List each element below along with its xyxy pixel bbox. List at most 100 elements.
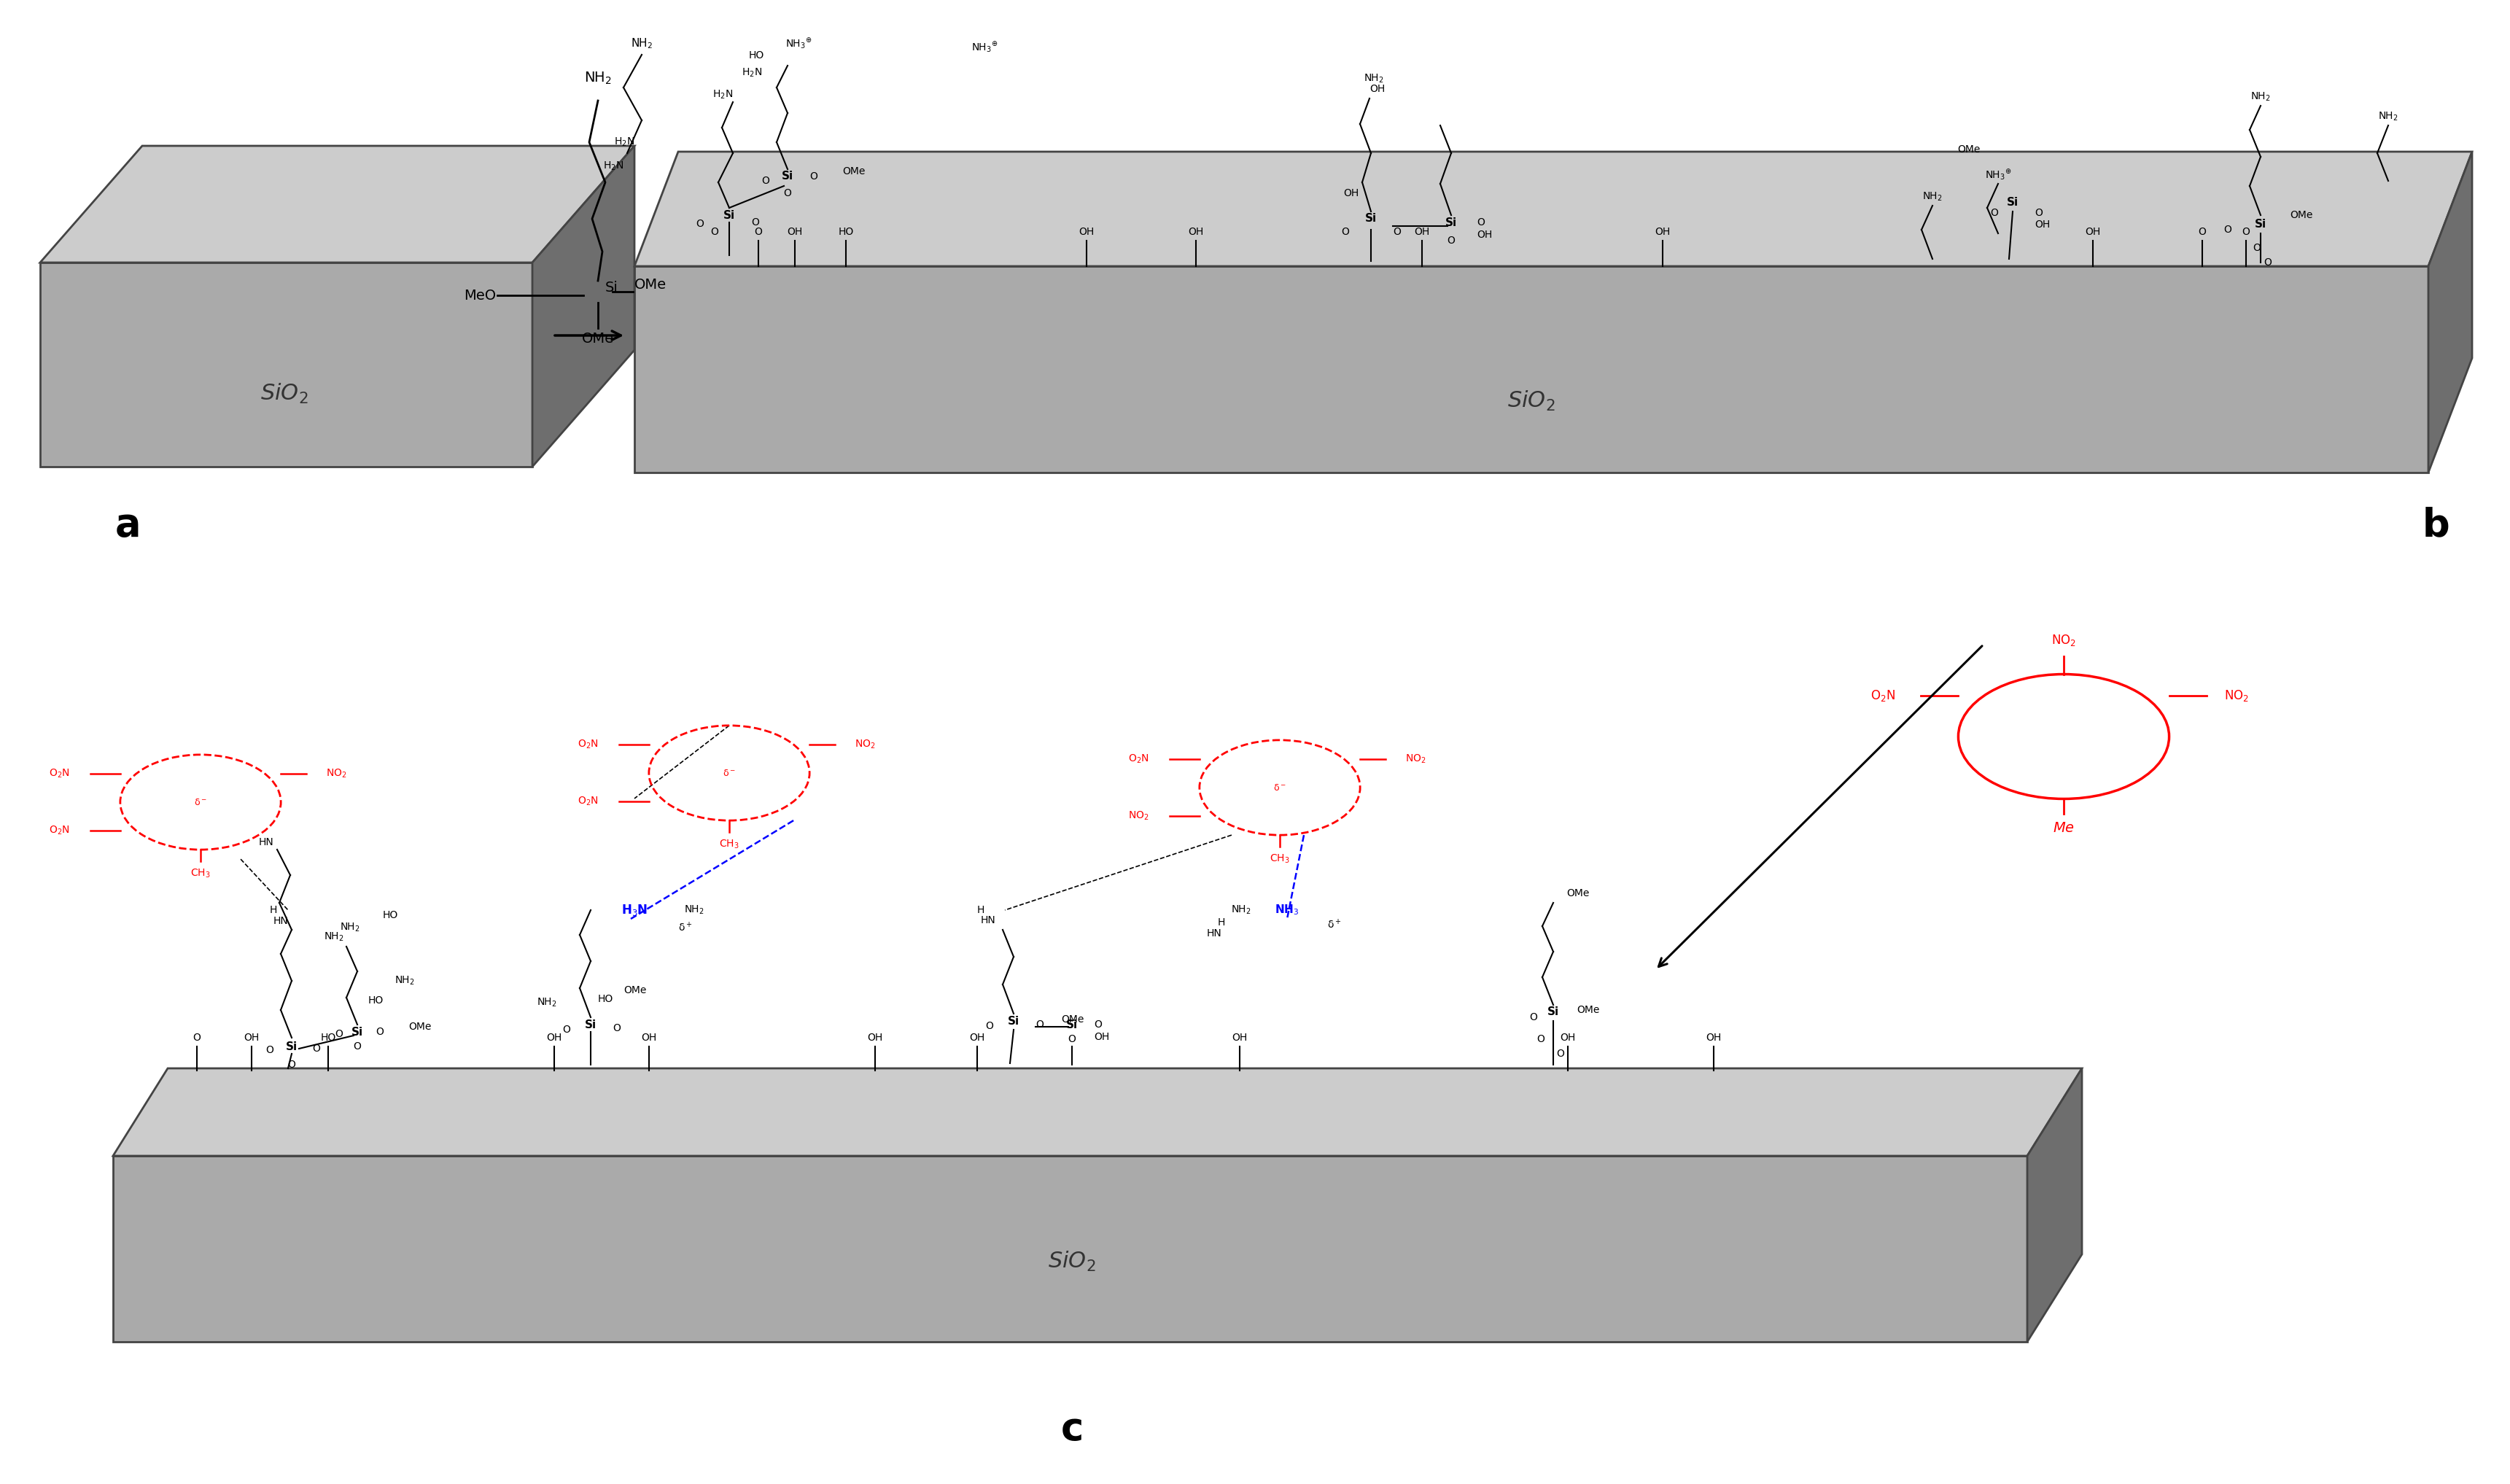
Text: O: O (311, 1043, 321, 1054)
Text: O: O (334, 1028, 344, 1039)
Text: H$_2$N: H$_2$N (740, 67, 763, 79)
Text: O: O (562, 1024, 570, 1034)
Text: O: O (1529, 1012, 1536, 1022)
Text: NH$_2$: NH$_2$ (630, 37, 653, 50)
Text: O: O (1448, 236, 1456, 246)
Text: O: O (1094, 1020, 1102, 1030)
Text: Si: Si (351, 1027, 364, 1037)
Text: CH$_3$: CH$_3$ (1270, 853, 1290, 865)
Text: O: O (750, 217, 758, 227)
Text: O: O (1476, 217, 1483, 227)
Text: O: O (2199, 227, 2206, 237)
Text: NH$_3$$^{\oplus}$: NH$_3$$^{\oplus}$ (786, 37, 811, 50)
Text: O: O (756, 227, 763, 237)
Text: OH: OH (1476, 230, 1491, 240)
Polygon shape (113, 1156, 2028, 1342)
Text: HN: HN (274, 916, 289, 926)
Text: Si: Si (605, 280, 617, 295)
Text: HN: HN (1207, 929, 1222, 938)
Text: CH$_3$: CH$_3$ (191, 868, 211, 880)
Text: MeO: MeO (464, 288, 497, 303)
Text: Si: Si (1007, 1015, 1019, 1027)
Text: OH: OH (1707, 1033, 1722, 1043)
Text: SiO$_2$: SiO$_2$ (261, 381, 309, 405)
Text: OH: OH (1079, 227, 1094, 237)
Text: O$_2$N: O$_2$N (50, 825, 70, 837)
Text: O: O (376, 1027, 384, 1037)
Text: Si: Si (1546, 1006, 1559, 1018)
Polygon shape (635, 151, 2472, 266)
Text: O$_2$N: O$_2$N (1870, 689, 1895, 703)
Text: OH: OH (1370, 85, 1386, 93)
Text: NH$_3$$^{\oplus}$: NH$_3$$^{\oplus}$ (1985, 168, 2011, 183)
Text: NH$_2$: NH$_2$ (2251, 91, 2272, 102)
Text: O: O (266, 1045, 274, 1055)
Text: H$_2$N: H$_2$N (713, 89, 733, 101)
Text: δ$^-$: δ$^-$ (193, 797, 206, 807)
Text: Si: Si (781, 171, 793, 183)
Text: OH: OH (1413, 227, 1431, 237)
Text: O: O (986, 1021, 994, 1031)
Text: OH: OH (1187, 227, 1205, 237)
Text: HN: HN (259, 837, 274, 847)
Polygon shape (113, 1068, 2081, 1156)
Text: OH: OH (788, 227, 803, 237)
Text: O$_2$N: O$_2$N (577, 795, 600, 807)
Text: b: b (2422, 506, 2450, 545)
Text: Si: Si (585, 1020, 597, 1030)
Text: H: H (1217, 917, 1225, 928)
Text: O: O (2224, 224, 2231, 234)
Text: OMe: OMe (1576, 1005, 1599, 1015)
Text: NO$_2$: NO$_2$ (1130, 810, 1150, 822)
Text: OH: OH (2086, 227, 2101, 237)
Text: HO: HO (597, 994, 612, 1005)
Text: NH$_2$: NH$_2$ (339, 922, 359, 933)
Text: Si: Si (1067, 1020, 1077, 1030)
Text: O: O (2251, 243, 2262, 254)
Text: NH$_2$: NH$_2$ (324, 930, 344, 942)
Text: H$_2$N: H$_2$N (602, 160, 622, 172)
Text: δ$^-$: δ$^-$ (1273, 784, 1285, 792)
Text: H: H (269, 905, 276, 916)
Text: O$_2$N: O$_2$N (1130, 752, 1150, 766)
Text: OH: OH (243, 1033, 259, 1043)
Text: OH: OH (547, 1033, 562, 1043)
Text: NH$_2$: NH$_2$ (394, 975, 414, 987)
Text: H$_2$N: H$_2$N (615, 137, 635, 148)
Text: O: O (1556, 1049, 1564, 1060)
Text: OMe: OMe (635, 278, 668, 291)
Text: HO: HO (384, 910, 399, 920)
Text: NO$_2$: NO$_2$ (2224, 689, 2249, 703)
Text: O: O (612, 1022, 620, 1033)
Text: O: O (761, 175, 771, 186)
Text: OH: OH (1654, 227, 1669, 237)
Text: δ$^-$: δ$^-$ (723, 769, 735, 778)
Text: NH$_2$: NH$_2$ (2377, 111, 2400, 123)
Text: Si: Si (723, 209, 735, 221)
Text: δ$^+$: δ$^+$ (1328, 919, 1343, 930)
Text: O: O (2241, 227, 2249, 237)
Text: a: a (115, 506, 141, 545)
Text: HO: HO (321, 1033, 336, 1043)
Text: O: O (1067, 1034, 1077, 1045)
Text: OH: OH (868, 1033, 884, 1043)
Text: NH$_2$: NH$_2$ (1230, 904, 1250, 916)
Text: OMe: OMe (582, 332, 615, 346)
Text: NO$_2$: NO$_2$ (326, 767, 346, 779)
Text: O: O (1990, 208, 1998, 218)
Text: O: O (2264, 257, 2272, 267)
Text: SiO$_2$: SiO$_2$ (1049, 1250, 1097, 1273)
Text: HO: HO (748, 50, 763, 61)
Text: SiO$_2$: SiO$_2$ (1509, 389, 1556, 413)
Text: OMe: OMe (409, 1021, 432, 1031)
Text: OH: OH (969, 1033, 984, 1043)
Text: Si: Si (1365, 214, 1378, 224)
Text: NH$_2$: NH$_2$ (685, 904, 705, 916)
Text: Si: Si (2008, 197, 2018, 208)
Text: O: O (808, 171, 818, 181)
Text: OH: OH (640, 1033, 658, 1043)
Text: OH: OH (1343, 188, 1358, 199)
Text: OMe: OMe (2289, 211, 2312, 220)
Text: O: O (289, 1060, 296, 1070)
Text: NO$_2$: NO$_2$ (2051, 632, 2076, 647)
